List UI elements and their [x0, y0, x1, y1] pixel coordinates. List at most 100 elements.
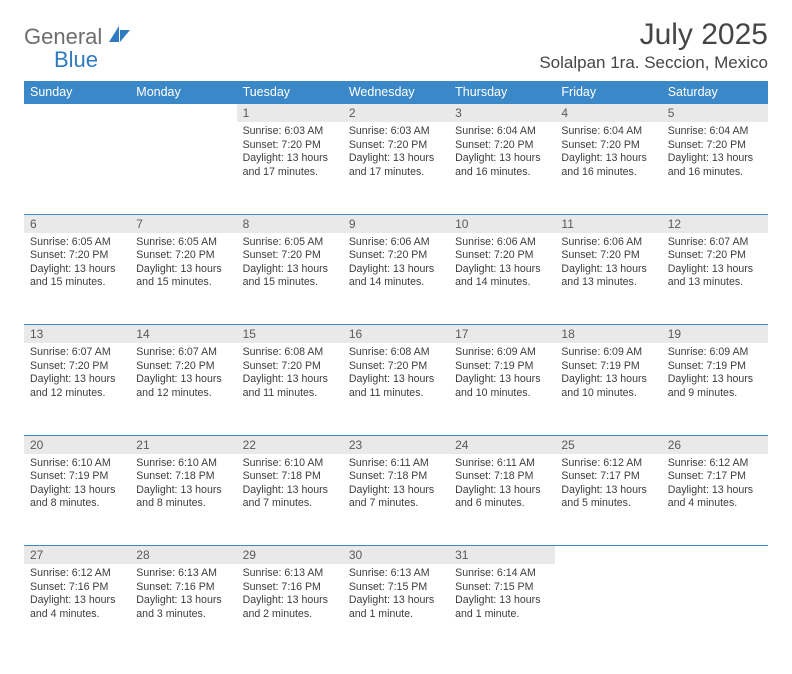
day-cell [662, 546, 768, 565]
day-cell: 2 [343, 104, 449, 123]
week-num-row: 2728293031 [24, 546, 768, 565]
day-body-cell: Sunrise: 6:05 AMSunset: 7:20 PMDaylight:… [237, 233, 343, 325]
week-body-row: Sunrise: 6:10 AMSunset: 7:19 PMDaylight:… [24, 454, 768, 546]
day-number: 22 [237, 436, 343, 454]
dayhead-sun: Sunday [24, 81, 130, 104]
day-content: Sunrise: 6:13 AMSunset: 7:15 PMDaylight:… [343, 564, 449, 629]
dayhead-sat: Saturday [662, 81, 768, 104]
day-number: 3 [449, 104, 555, 122]
sunrise-text: Sunrise: 6:14 AM [455, 567, 549, 581]
sunset-text: Sunset: 7:16 PM [243, 581, 337, 595]
daylight-text: Daylight: 13 hours and 11 minutes. [349, 373, 443, 400]
day-number: 7 [130, 215, 236, 233]
day-content: Sunrise: 6:09 AMSunset: 7:19 PMDaylight:… [662, 343, 768, 408]
day-number: 8 [237, 215, 343, 233]
day-body-cell: Sunrise: 6:09 AMSunset: 7:19 PMDaylight:… [555, 343, 661, 435]
logo: General Blue [24, 24, 131, 72]
header: General Blue July 2025 Solalpan 1ra. Sec… [24, 18, 768, 73]
day-cell: 24 [449, 435, 555, 454]
daylight-text: Daylight: 13 hours and 8 minutes. [30, 484, 124, 511]
day-cell: 6 [24, 214, 130, 233]
day-content: Sunrise: 6:08 AMSunset: 7:20 PMDaylight:… [343, 343, 449, 408]
sunrise-text: Sunrise: 6:08 AM [243, 346, 337, 360]
sunset-text: Sunset: 7:17 PM [668, 470, 762, 484]
sunset-text: Sunset: 7:20 PM [30, 249, 124, 263]
week-num-row: 6789101112 [24, 214, 768, 233]
day-content: Sunrise: 6:04 AMSunset: 7:20 PMDaylight:… [662, 122, 768, 187]
daylight-text: Daylight: 13 hours and 4 minutes. [30, 594, 124, 621]
day-body-cell: Sunrise: 6:07 AMSunset: 7:20 PMDaylight:… [130, 343, 236, 435]
day-content: Sunrise: 6:06 AMSunset: 7:20 PMDaylight:… [343, 233, 449, 298]
daylight-text: Daylight: 13 hours and 15 minutes. [136, 263, 230, 290]
day-cell: 13 [24, 325, 130, 344]
day-body-cell: Sunrise: 6:08 AMSunset: 7:20 PMDaylight:… [237, 343, 343, 435]
sunrise-text: Sunrise: 6:05 AM [30, 236, 124, 250]
sunrise-text: Sunrise: 6:09 AM [561, 346, 655, 360]
day-body-cell: Sunrise: 6:11 AMSunset: 7:18 PMDaylight:… [343, 454, 449, 546]
dayhead-mon: Monday [130, 81, 236, 104]
sunrise-text: Sunrise: 6:04 AM [561, 125, 655, 139]
sunrise-text: Sunrise: 6:07 AM [668, 236, 762, 250]
sunrise-text: Sunrise: 6:13 AM [349, 567, 443, 581]
dayhead-wed: Wednesday [343, 81, 449, 104]
sunrise-text: Sunrise: 6:12 AM [668, 457, 762, 471]
sunset-text: Sunset: 7:19 PM [668, 360, 762, 374]
sunrise-text: Sunrise: 6:11 AM [455, 457, 549, 471]
sunset-text: Sunset: 7:18 PM [455, 470, 549, 484]
day-body-cell: Sunrise: 6:13 AMSunset: 7:16 PMDaylight:… [130, 564, 236, 656]
sunrise-text: Sunrise: 6:04 AM [668, 125, 762, 139]
day-content: Sunrise: 6:13 AMSunset: 7:16 PMDaylight:… [130, 564, 236, 629]
daylight-text: Daylight: 13 hours and 16 minutes. [455, 152, 549, 179]
day-number [662, 546, 768, 564]
day-number: 5 [662, 104, 768, 122]
sunrise-text: Sunrise: 6:09 AM [668, 346, 762, 360]
sunrise-text: Sunrise: 6:12 AM [30, 567, 124, 581]
sunrise-text: Sunrise: 6:06 AM [455, 236, 549, 250]
day-cell: 29 [237, 546, 343, 565]
sunrise-text: Sunrise: 6:13 AM [136, 567, 230, 581]
daylight-text: Daylight: 13 hours and 12 minutes. [30, 373, 124, 400]
week-body-row: Sunrise: 6:12 AMSunset: 7:16 PMDaylight:… [24, 564, 768, 656]
daylight-text: Daylight: 13 hours and 2 minutes. [243, 594, 337, 621]
day-cell: 4 [555, 104, 661, 123]
sunset-text: Sunset: 7:20 PM [668, 139, 762, 153]
day-body-cell: Sunrise: 6:09 AMSunset: 7:19 PMDaylight:… [449, 343, 555, 435]
week-body-row: Sunrise: 6:07 AMSunset: 7:20 PMDaylight:… [24, 343, 768, 435]
day-body-cell: Sunrise: 6:10 AMSunset: 7:19 PMDaylight:… [24, 454, 130, 546]
day-body-cell: Sunrise: 6:05 AMSunset: 7:20 PMDaylight:… [24, 233, 130, 325]
day-content: Sunrise: 6:09 AMSunset: 7:19 PMDaylight:… [555, 343, 661, 408]
daylight-text: Daylight: 13 hours and 8 minutes. [136, 484, 230, 511]
sunset-text: Sunset: 7:20 PM [349, 249, 443, 263]
day-content: Sunrise: 6:14 AMSunset: 7:15 PMDaylight:… [449, 564, 555, 629]
daylight-text: Daylight: 13 hours and 3 minutes. [136, 594, 230, 621]
day-body-cell: Sunrise: 6:13 AMSunset: 7:15 PMDaylight:… [343, 564, 449, 656]
day-body-cell: Sunrise: 6:05 AMSunset: 7:20 PMDaylight:… [130, 233, 236, 325]
day-cell: 10 [449, 214, 555, 233]
week-num-row: 13141516171819 [24, 325, 768, 344]
sunset-text: Sunset: 7:18 PM [136, 470, 230, 484]
sunrise-text: Sunrise: 6:03 AM [349, 125, 443, 139]
sunset-text: Sunset: 7:20 PM [561, 249, 655, 263]
daylight-text: Daylight: 13 hours and 15 minutes. [243, 263, 337, 290]
day-number: 18 [555, 325, 661, 343]
day-header-row: Sunday Monday Tuesday Wednesday Thursday… [24, 81, 768, 104]
sunrise-text: Sunrise: 6:08 AM [349, 346, 443, 360]
day-cell: 28 [130, 546, 236, 565]
day-cell: 17 [449, 325, 555, 344]
day-body-cell: Sunrise: 6:12 AMSunset: 7:17 PMDaylight:… [662, 454, 768, 546]
daylight-text: Daylight: 13 hours and 1 minute. [349, 594, 443, 621]
sunset-text: Sunset: 7:20 PM [243, 249, 337, 263]
day-content: Sunrise: 6:07 AMSunset: 7:20 PMDaylight:… [130, 343, 236, 408]
day-number: 9 [343, 215, 449, 233]
sunrise-text: Sunrise: 6:03 AM [243, 125, 337, 139]
day-body-cell: Sunrise: 6:10 AMSunset: 7:18 PMDaylight:… [237, 454, 343, 546]
day-cell: 25 [555, 435, 661, 454]
daylight-text: Daylight: 13 hours and 16 minutes. [561, 152, 655, 179]
day-body-cell: Sunrise: 6:07 AMSunset: 7:20 PMDaylight:… [662, 233, 768, 325]
daylight-text: Daylight: 13 hours and 11 minutes. [243, 373, 337, 400]
sunset-text: Sunset: 7:20 PM [561, 139, 655, 153]
sunrise-text: Sunrise: 6:10 AM [30, 457, 124, 471]
day-cell: 7 [130, 214, 236, 233]
daylight-text: Daylight: 13 hours and 7 minutes. [349, 484, 443, 511]
sunrise-text: Sunrise: 6:13 AM [243, 567, 337, 581]
